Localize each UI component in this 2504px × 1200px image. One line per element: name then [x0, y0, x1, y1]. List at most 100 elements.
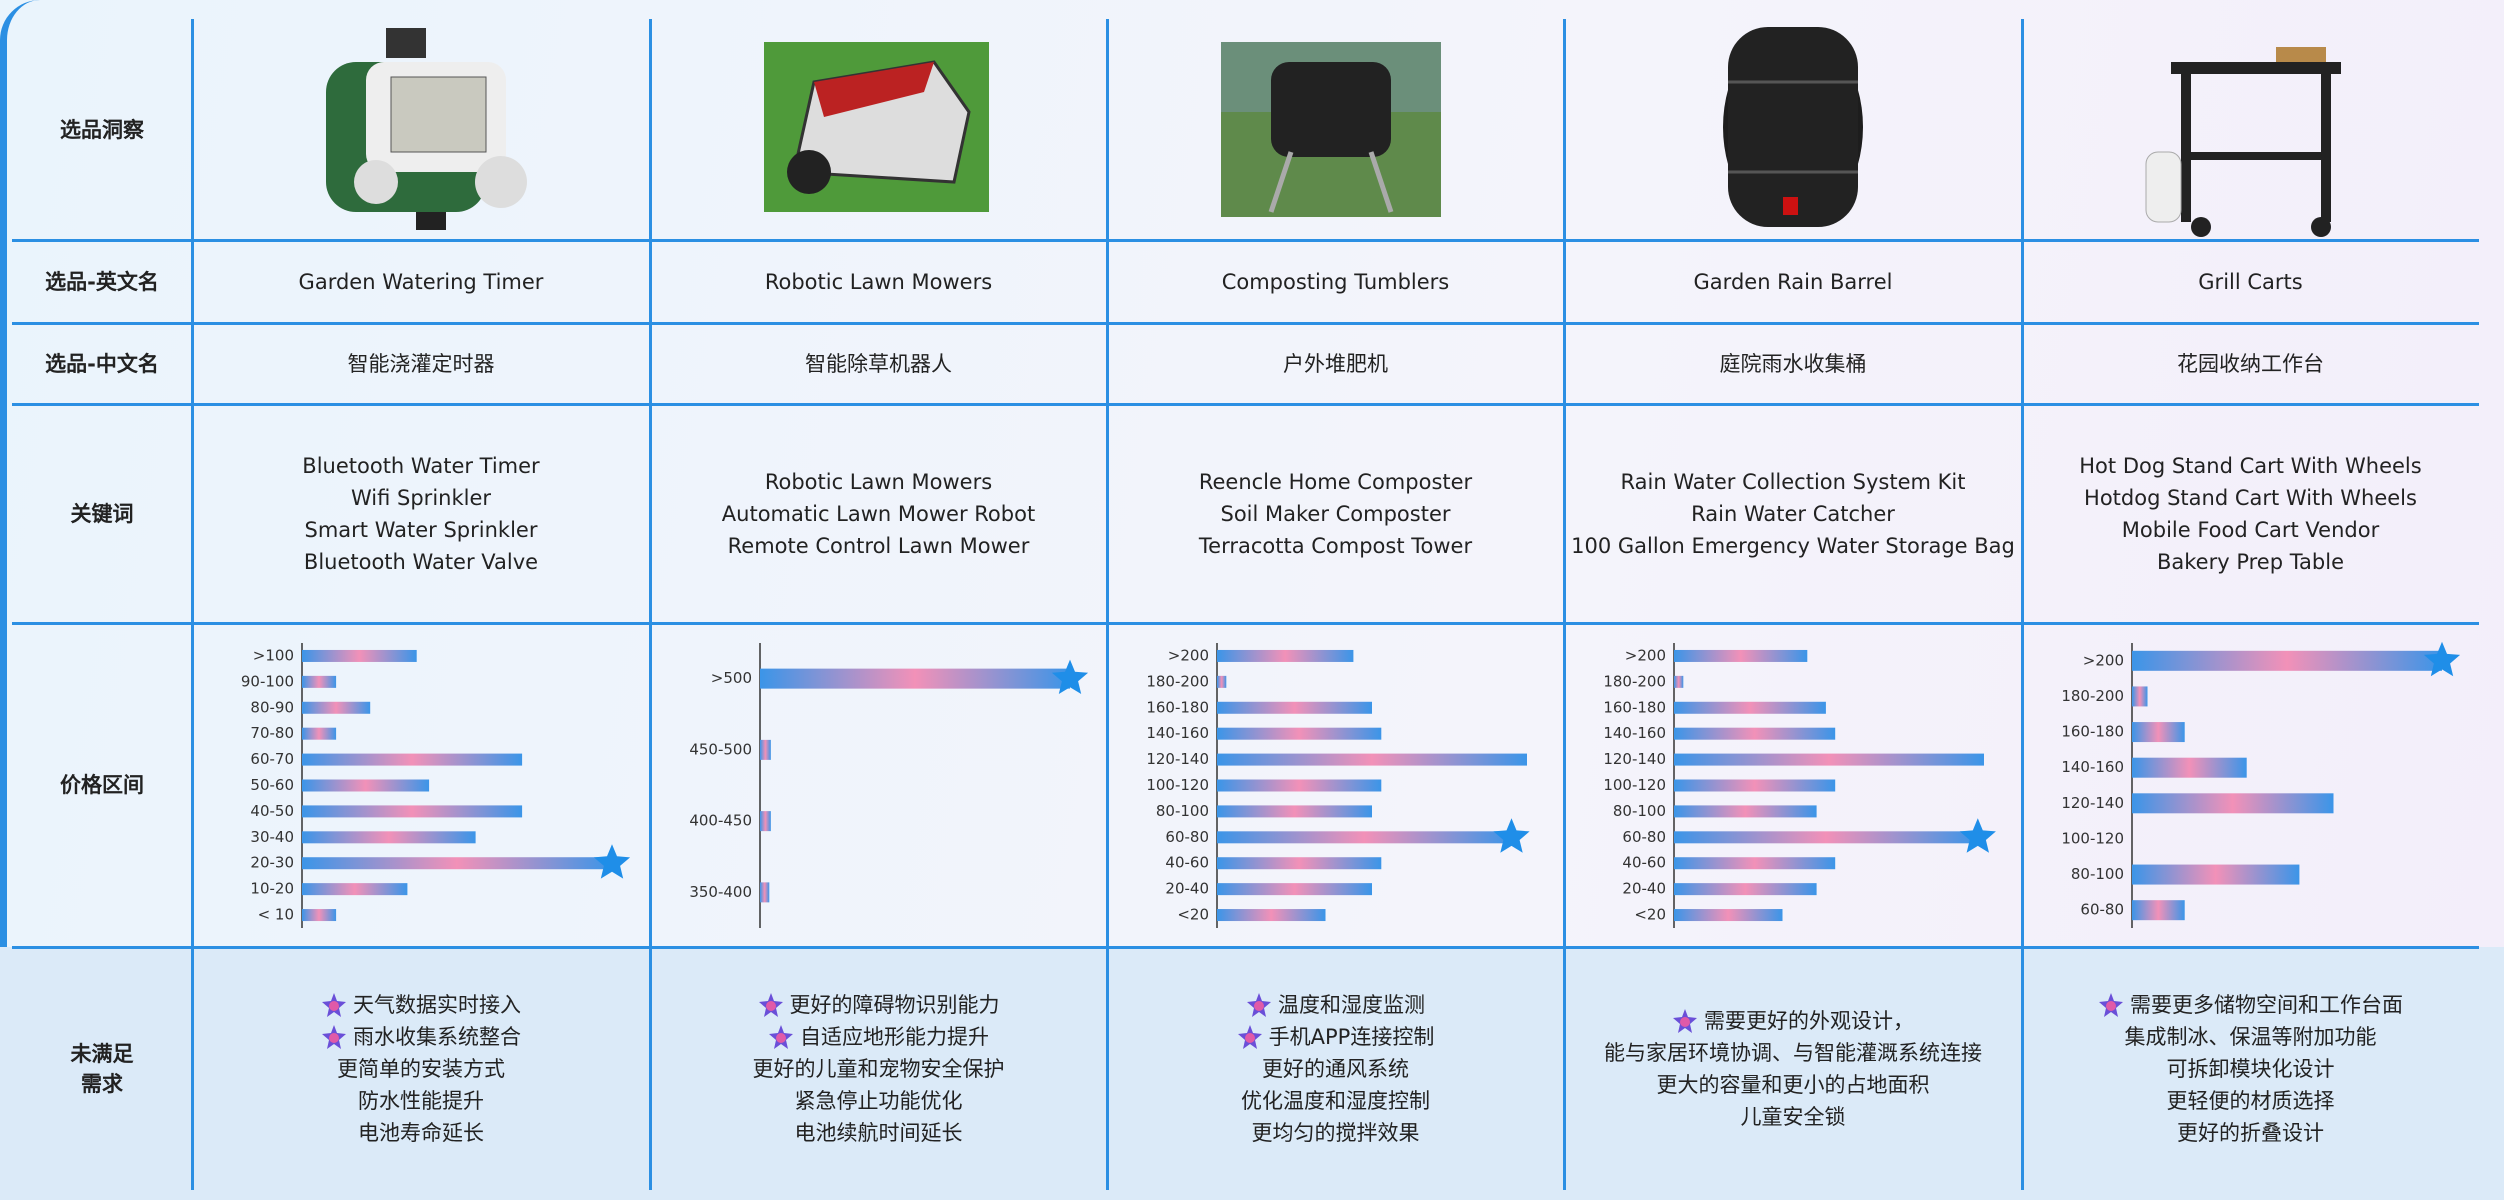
product-image	[326, 28, 527, 230]
category-label: 450-500	[689, 740, 752, 758]
category-label: 80-100	[1613, 802, 1666, 820]
need-item: 更简单的安装方式	[337, 1053, 505, 1085]
need-icon	[2099, 992, 2123, 1017]
bar	[1674, 727, 1836, 740]
bar	[1217, 701, 1372, 714]
highlight-star	[1959, 818, 1996, 853]
need-text: 电池续航时间延长	[794, 1120, 963, 1145]
column-line	[649, 19, 652, 1190]
category-label: < 10	[258, 906, 294, 924]
bar	[302, 805, 523, 818]
price-chart: >200 180-200 160-180 140-160 120-140 100-120 8…	[2061, 641, 2461, 928]
need-text: 能与家居环境协调、与智能灌溉系统连接	[1604, 1040, 1982, 1065]
bar	[1217, 909, 1326, 922]
need-text: 更好的折叠设计	[2177, 1120, 2324, 1145]
need-text: 更简单的安装方式	[337, 1056, 505, 1081]
bar	[2132, 686, 2148, 707]
keywords: Robotic Lawn Mowers Automatic Lawn Mower …	[650, 404, 1107, 623]
need-item: 天气数据实时接入	[321, 989, 521, 1021]
price-chart: >500 450-500 400-450 350-400	[689, 643, 1089, 928]
need-text: 优化温度和湿度控制	[1241, 1088, 1430, 1113]
category-label: 180-200	[1146, 672, 1209, 690]
category-label: 60-80	[2080, 901, 2124, 919]
need-text: 天气数据实时接入	[353, 992, 521, 1017]
chinese-name: 智能浇灌定时器	[347, 351, 495, 376]
need-text: 更轻便的材质选择	[2166, 1088, 2335, 1113]
bar	[760, 811, 771, 832]
product-image	[763, 42, 989, 212]
keyword: Automatic Lawn Mower Robot	[721, 501, 1036, 526]
bar	[302, 649, 417, 662]
need-item: 温度和湿度监测	[1246, 989, 1425, 1021]
product-image	[1220, 42, 1441, 217]
category-label: >200	[2083, 651, 2124, 669]
highlight-star	[1493, 818, 1530, 853]
category-label: 160-180	[2061, 723, 2124, 741]
category-label: 160-180	[1603, 698, 1666, 716]
bar	[1674, 883, 1817, 896]
bar	[1674, 779, 1836, 792]
need-item: 优化温度和湿度控制	[1241, 1085, 1430, 1117]
need-text: 可拆卸模块化设计	[2166, 1056, 2335, 1081]
need-item: 雨水收集系统整合	[321, 1021, 521, 1053]
bar	[302, 727, 337, 740]
bar	[302, 857, 612, 870]
bar	[2132, 757, 2247, 778]
category-label: 120-140	[1603, 750, 1666, 768]
needs: 天气数据实时接入 雨水收集系统整合 更简单的安装方式 防水性能提升 电池寿命延长	[192, 947, 650, 1190]
keyword: Mobile Food Cart Vendor	[2121, 517, 2380, 542]
english-name: Garden Rain Barrel	[1693, 269, 1893, 294]
keyword: Rain Water Collection System Kit	[1620, 469, 1966, 494]
category-label: 140-160	[1603, 724, 1666, 742]
need-item: 手机APP连接控制	[1237, 1021, 1434, 1053]
need-item: 更好的障碍物识别能力	[758, 989, 1000, 1021]
chinese-name: 智能除草机器人	[805, 351, 952, 376]
need-text: 更好的通风系统	[1262, 1056, 1409, 1081]
category-label: 140-160	[2061, 758, 2124, 776]
row-header: 选品-中文名	[45, 351, 159, 376]
bar	[1674, 649, 1808, 662]
row-line	[12, 322, 2479, 325]
highlight-star	[2423, 641, 2461, 677]
need-text: 需要更多储物空间和工作台面	[2130, 992, 2403, 1017]
keyword: Hot Dog Stand Cart With Wheels	[2079, 453, 2422, 478]
need-icon	[1673, 1008, 1697, 1033]
chinese-name: 花园收纳工作台	[2177, 351, 2324, 376]
keyword: Reencle Home Composter	[1198, 469, 1473, 494]
bar	[1674, 675, 1684, 688]
need-text: 紧急停止功能优化	[794, 1088, 963, 1113]
bar	[302, 883, 408, 896]
bar	[760, 739, 771, 760]
english-name: Robotic Lawn Mowers	[764, 269, 993, 294]
category-label: 180-200	[2061, 687, 2124, 705]
category-label: 30-40	[250, 828, 294, 846]
category-label: 80-100	[1156, 802, 1209, 820]
bar	[302, 675, 337, 688]
row-header: 选品洞察	[60, 117, 144, 142]
need-item: 更均匀的搅拌效果	[1252, 1117, 1420, 1149]
highlight-star	[593, 844, 631, 879]
need-item: 儿童安全锁	[1741, 1101, 1846, 1133]
need-text: 需要更好的外观设计，	[1704, 1008, 1914, 1033]
bar	[1217, 779, 1382, 792]
bar	[1217, 727, 1382, 740]
need-item: 需要更多储物空间和工作台面	[2098, 989, 2403, 1021]
category-label: 10-20	[250, 880, 294, 898]
keyword: Robotic Lawn Mowers	[764, 469, 993, 494]
keyword: Hotdog Stand Cart With Wheels	[2084, 485, 2417, 510]
need-text: 集成制冰、保温等附加功能	[2124, 1024, 2377, 1049]
bar	[1674, 857, 1836, 870]
need-text: 自适应地形能力提升	[800, 1024, 989, 1049]
need-item: 集成制冰、保温等附加功能	[2125, 1021, 2377, 1053]
category-label: 100-120	[2061, 829, 2124, 847]
row-header: 关键词	[70, 501, 134, 526]
bar	[1217, 883, 1372, 896]
english-name: Composting Tumblers	[1221, 269, 1450, 294]
need-text: 防水性能提升	[358, 1088, 484, 1113]
keyword: Bluetooth Water Timer	[302, 453, 540, 478]
bar	[302, 831, 476, 844]
bar	[760, 882, 770, 903]
keyword: Smart Water Sprinkler	[304, 517, 538, 542]
